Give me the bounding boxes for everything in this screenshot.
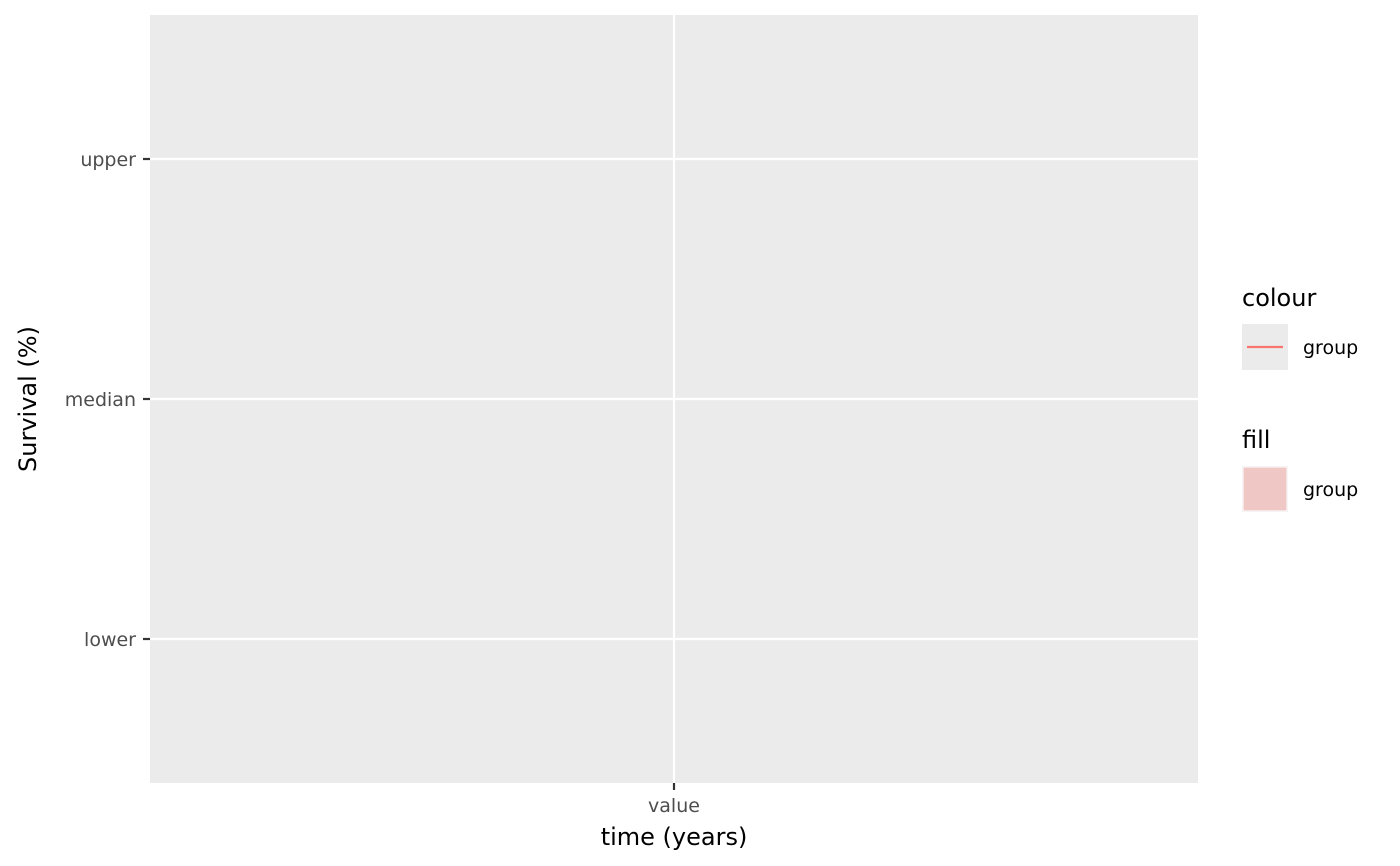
gridlines [150, 15, 1198, 783]
x-axis: value [648, 783, 700, 817]
y-tick-label-upper: upper [80, 149, 136, 171]
y-tick-label-lower: lower [84, 629, 136, 651]
x-axis-title: time (years) [601, 823, 748, 851]
legend-label: group [1303, 337, 1358, 359]
x-tick-label-value: value [648, 795, 700, 817]
legend-title-fill: fill [1242, 426, 1270, 454]
legend: colour group fill group [1242, 284, 1358, 512]
y-axis-title: Survival (%) [14, 326, 42, 472]
legend-key-background [1242, 466, 1288, 512]
y-tick-label-median: median [65, 389, 136, 411]
y-axis: lower median upper [65, 149, 150, 651]
legend-key-fill [1242, 466, 1288, 512]
legend-item-colour-group: group [1242, 324, 1358, 370]
legend-item-fill-group: group [1242, 466, 1358, 512]
legend-title-colour: colour [1242, 284, 1316, 312]
legend-label: group [1303, 479, 1358, 501]
